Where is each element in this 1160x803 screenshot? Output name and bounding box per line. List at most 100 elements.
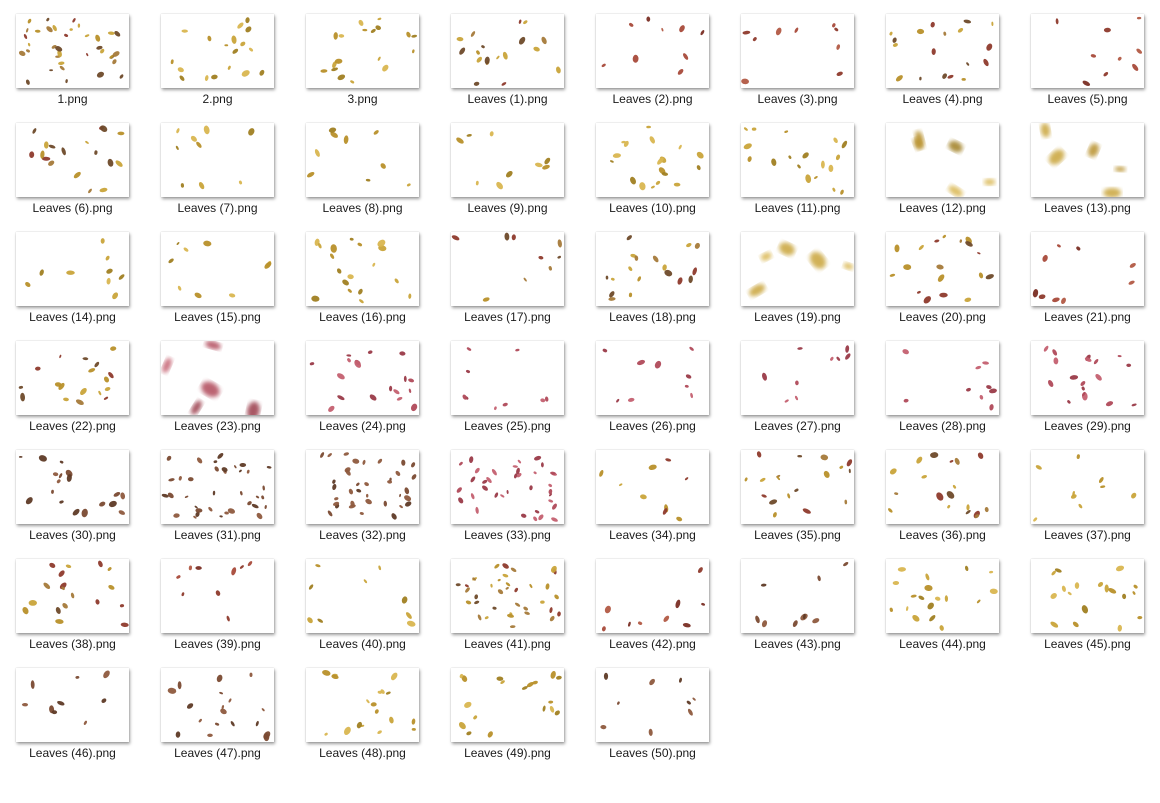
file-item[interactable]: Leaves (41).png [435, 545, 580, 654]
leaf-shape [895, 75, 903, 82]
leaf-shape [358, 288, 363, 295]
file-name-label: Leaves (41).png [464, 637, 551, 651]
file-item[interactable]: Leaves (14).png [0, 218, 145, 327]
leaf-shape [29, 151, 35, 158]
file-item[interactable]: Leaves (34).png [580, 436, 725, 545]
file-item[interactable]: Leaves (24).png [290, 327, 435, 436]
leaf-shape [491, 468, 497, 476]
file-item[interactable]: Leaves (40).png [290, 545, 435, 654]
file-item[interactable]: Leaves (50).png [580, 654, 725, 763]
file-item[interactable]: Leaves (5).png [1015, 0, 1160, 109]
leaf-shape [1084, 357, 1092, 362]
file-item[interactable]: Leaves (7).png [145, 109, 290, 218]
file-item[interactable]: 2.png [145, 0, 290, 109]
file-thumbnail [306, 668, 419, 742]
file-item[interactable]: Leaves (38).png [0, 545, 145, 654]
file-item[interactable]: Leaves (48).png [290, 654, 435, 763]
leaf-shape [502, 51, 508, 60]
leaf-shape [836, 71, 843, 77]
leaf-shape [181, 592, 185, 597]
file-item[interactable]: Leaves (6).png [0, 109, 145, 218]
file-item[interactable]: Leaves (44).png [870, 545, 1015, 654]
leaf-shape [897, 567, 906, 572]
file-name-label: 1.png [57, 92, 88, 106]
file-item[interactable]: Leaves (45).png [1015, 545, 1160, 654]
file-item[interactable]: Leaves (31).png [145, 436, 290, 545]
leaf-shape [532, 680, 538, 685]
file-item[interactable]: Leaves (2).png [580, 0, 725, 109]
file-item[interactable]: Leaves (15).png [145, 218, 290, 327]
file-item[interactable]: 1.png [0, 0, 145, 109]
leaf-shape [103, 396, 109, 400]
leaf-shape [377, 730, 382, 735]
leaves-image-preview [320, 17, 418, 84]
leaf-shape [484, 616, 489, 620]
leaf-shape [391, 513, 397, 520]
file-item[interactable]: Leaves (22).png [0, 327, 145, 436]
file-item[interactable]: Leaves (21).png [1015, 218, 1160, 327]
leaf-shape [383, 500, 388, 507]
leaf-shape [476, 50, 480, 55]
leaf-shape [101, 698, 107, 704]
leaf-shape [411, 462, 416, 468]
file-item[interactable]: Leaves (9).png [435, 109, 580, 218]
leaf-shape [843, 562, 849, 567]
leaf-shape [118, 510, 125, 515]
leaf-shape [405, 501, 412, 507]
file-item[interactable]: Leaves (33).png [435, 436, 580, 545]
file-item[interactable]: Leaves (11).png [725, 109, 870, 218]
leaf-shape [411, 727, 416, 731]
file-item[interactable]: Leaves (18).png [580, 218, 725, 327]
file-item[interactable]: Leaves (46).png [0, 654, 145, 763]
leaf-shape [256, 512, 263, 520]
file-item[interactable]: Leaves (26).png [580, 327, 725, 436]
leaf-shape [324, 732, 328, 736]
file-item[interactable]: Leaves (43).png [725, 545, 870, 654]
leaf-shape [947, 504, 951, 509]
leaf-shape [787, 493, 791, 499]
leaves-image-preview [451, 232, 562, 302]
leaf-shape [776, 476, 781, 481]
file-item[interactable]: Leaves (36).png [870, 436, 1015, 545]
leaf-shape [216, 674, 223, 683]
leaf-shape [65, 564, 72, 569]
file-item[interactable]: Leaves (35).png [725, 436, 870, 545]
file-item[interactable]: Leaves (27).png [725, 327, 870, 436]
file-item[interactable]: Leaves (1).png [435, 0, 580, 109]
file-item[interactable]: Leaves (47).png [145, 654, 290, 763]
leaf-shape [205, 341, 221, 350]
file-thumbnail [741, 123, 854, 197]
file-item[interactable]: Leaves (37).png [1015, 436, 1160, 545]
file-item[interactable]: Leaves (8).png [290, 109, 435, 218]
file-item[interactable]: Leaves (29).png [1015, 327, 1160, 436]
file-item[interactable]: Leaves (28).png [870, 327, 1015, 436]
file-item[interactable]: Leaves (25).png [435, 327, 580, 436]
leaf-shape [986, 385, 992, 390]
leaf-shape [910, 594, 917, 598]
file-item[interactable]: Leaves (16).png [290, 218, 435, 327]
file-item[interactable]: 3.png [290, 0, 435, 109]
file-item[interactable]: Leaves (23).png [145, 327, 290, 436]
leaf-shape [518, 19, 522, 24]
file-item[interactable]: Leaves (13).png [1015, 109, 1160, 218]
file-item[interactable]: Leaves (10).png [580, 109, 725, 218]
file-item[interactable]: Leaves (4).png [870, 0, 1015, 109]
file-item[interactable]: Leaves (19).png [725, 218, 870, 327]
file-item[interactable]: Leaves (39).png [145, 545, 290, 654]
file-item[interactable]: Leaves (32).png [290, 436, 435, 545]
file-item[interactable]: Leaves (49).png [435, 654, 580, 763]
file-item[interactable]: Leaves (12).png [870, 109, 1015, 218]
file-item[interactable]: Leaves (30).png [0, 436, 145, 545]
leaf-shape [788, 155, 792, 159]
file-item[interactable]: Leaves (17).png [435, 218, 580, 327]
file-item[interactable]: Leaves (3).png [725, 0, 870, 109]
leaf-shape [846, 459, 853, 467]
leaf-shape [1103, 187, 1122, 197]
leaf-shape [617, 701, 620, 705]
leaf-shape [166, 455, 172, 461]
leaf-shape [193, 515, 197, 519]
file-name-label: Leaves (9).png [467, 201, 548, 215]
file-item[interactable]: Leaves (42).png [580, 545, 725, 654]
file-item[interactable]: Leaves (20).png [870, 218, 1015, 327]
leaf-shape [903, 264, 912, 271]
